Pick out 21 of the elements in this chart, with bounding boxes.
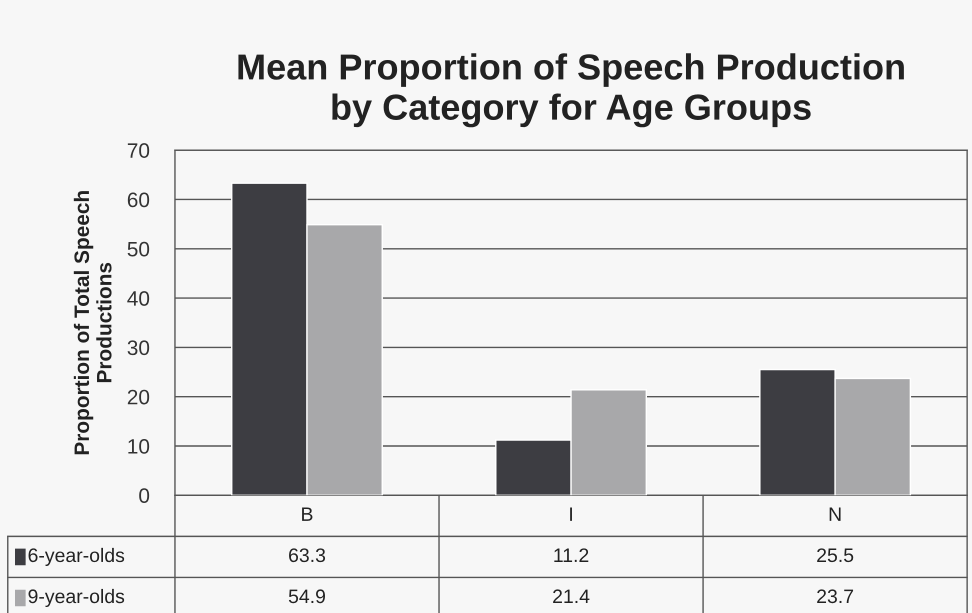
y-tick-label: 0 bbox=[139, 488, 150, 504]
x-tick-label: I bbox=[570, 507, 572, 521]
data-label: 25.5 bbox=[817, 548, 854, 562]
data-label: 23.7 bbox=[817, 589, 854, 604]
data-label: 63.3 bbox=[289, 548, 326, 562]
y-tick-label: 60 bbox=[128, 192, 150, 208]
y-tick-label: 10 bbox=[128, 439, 150, 454]
y-axis-title: Proportion of Total Speech Productions bbox=[74, 191, 112, 454]
y-tick-label: 30 bbox=[128, 340, 150, 356]
legend-label: 6-year-olds bbox=[28, 548, 124, 566]
y-tick-label: 50 bbox=[128, 242, 150, 257]
data-label: 11.2 bbox=[554, 548, 588, 562]
y-tick-label: 40 bbox=[127, 291, 150, 306]
x-tick-label: B bbox=[302, 507, 312, 521]
legend-label: 9-year-olds bbox=[28, 588, 124, 608]
chart-title: Mean Proportion of Speech Production by Category for Age Groups bbox=[238, 53, 904, 128]
data-label: 21.4 bbox=[553, 589, 590, 604]
y-tick-label: 70 bbox=[128, 143, 150, 158]
y-tick-label: 20 bbox=[128, 390, 150, 404]
data-label: 54.9 bbox=[288, 589, 325, 604]
x-tick-label: N bbox=[830, 507, 841, 521]
